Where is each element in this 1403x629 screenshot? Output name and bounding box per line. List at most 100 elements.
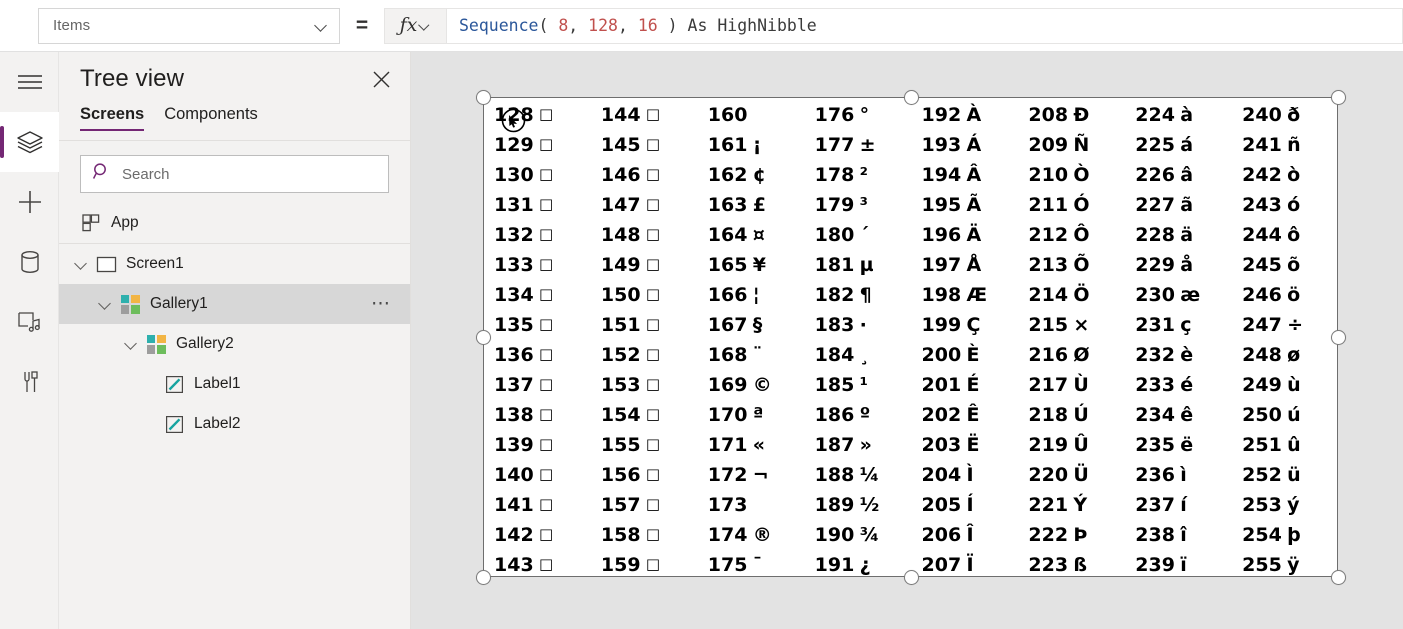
char-cell: 148 □ xyxy=(591,220,698,250)
tree-item-app[interactable]: App xyxy=(59,203,410,243)
tree-item-label2[interactable]: Label2 xyxy=(59,404,410,444)
char-code: 205 xyxy=(921,494,962,516)
char-code: 230 xyxy=(1135,284,1175,306)
char-cell: 216 Ø xyxy=(1018,340,1125,370)
tab-components[interactable]: Components xyxy=(164,105,258,123)
char-cell: 233 é xyxy=(1125,370,1232,400)
resize-handle-middle-left[interactable] xyxy=(476,330,491,345)
char-glyph: Ã xyxy=(966,194,982,216)
hamburger-menu-icon[interactable] xyxy=(0,52,59,112)
char-code: 249 xyxy=(1242,374,1282,396)
char-cell: 129 □ xyxy=(484,130,591,160)
char-code: 145 xyxy=(600,134,641,156)
char-code: 213 xyxy=(1028,254,1069,276)
tree-item-screen1[interactable]: Screen1 xyxy=(59,244,410,284)
char-cell: 198 Æ xyxy=(912,280,1019,310)
tree-view-icon[interactable] xyxy=(0,112,59,172)
media-icon[interactable] xyxy=(0,292,59,352)
char-cell: 248 ø xyxy=(1232,340,1339,370)
char-cell: 170 ª xyxy=(698,400,805,430)
char-cell: 215 × xyxy=(1018,310,1125,340)
char-glyph: □ xyxy=(539,315,554,333)
tree-item-gallery1[interactable]: Gallery1 ⋯ xyxy=(59,284,410,324)
char-cell: 172 ¬ xyxy=(698,460,805,490)
char-cell: 190 ¾ xyxy=(805,520,912,550)
char-code: 227 xyxy=(1135,194,1175,216)
char-glyph: ü xyxy=(1287,464,1301,486)
char-glyph: ä xyxy=(1180,224,1194,246)
char-code: 221 xyxy=(1028,494,1069,516)
char-glyph: ã xyxy=(1180,194,1194,216)
chevron-down-icon[interactable] xyxy=(97,295,115,313)
tree-item-label1[interactable]: Label1 xyxy=(59,364,410,404)
char-cell: 179 ³ xyxy=(805,190,912,220)
char-glyph: Ò xyxy=(1073,164,1090,186)
gallery-icon xyxy=(145,333,167,355)
char-glyph: þ xyxy=(1287,524,1301,546)
search-input[interactable]: Search xyxy=(80,155,389,193)
char-cell: 208 Ð xyxy=(1018,100,1125,130)
char-cell: 153 □ xyxy=(591,370,698,400)
char-code: 185 xyxy=(814,374,855,396)
chevron-down-icon[interactable] xyxy=(73,255,91,273)
property-dropdown[interactable]: Items xyxy=(38,7,340,44)
chevron-down-icon xyxy=(420,20,431,31)
resize-handle-top-left[interactable] xyxy=(476,90,491,105)
char-code: 151 xyxy=(600,314,641,336)
char-glyph: ® xyxy=(752,524,772,546)
resize-handle-top-center[interactable] xyxy=(904,90,919,105)
char-cell: 173 xyxy=(698,490,805,520)
char-code: 187 xyxy=(814,434,855,456)
char-cell: 228 ä xyxy=(1125,220,1232,250)
tab-screens[interactable]: Screens xyxy=(80,105,145,131)
resize-handle-top-right[interactable] xyxy=(1331,90,1346,105)
char-cell: 141 □ xyxy=(484,490,591,520)
fx-button[interactable]: ƒx xyxy=(384,7,446,44)
gallery1-selected-control[interactable]: 128 □ 129 □ 130 □ 131 □ 132 □ 133 □ 134 □ 135 □ 136 □ 137 □… xyxy=(476,90,1346,585)
resize-handle-middle-right[interactable] xyxy=(1331,330,1346,345)
char-code: 228 xyxy=(1135,224,1175,246)
char-code: 240 xyxy=(1242,104,1282,126)
formula-input[interactable]: Sequence( 8, 128, 16 ) As HighNibble xyxy=(446,7,1403,44)
close-icon[interactable] xyxy=(366,64,396,94)
advanced-tools-icon[interactable] xyxy=(0,352,59,412)
char-glyph: ú xyxy=(1287,404,1301,426)
tree-item-gallery2[interactable]: Gallery2 xyxy=(59,324,410,364)
chevron-down-icon[interactable] xyxy=(123,335,141,353)
char-glyph: Ì xyxy=(966,464,974,486)
char-code: 255 xyxy=(1242,554,1282,576)
overflow-menu-icon[interactable]: ⋯ xyxy=(371,293,392,315)
char-code: 146 xyxy=(600,164,641,186)
char-code: 210 xyxy=(1028,164,1069,186)
char-code: 222 xyxy=(1028,524,1069,546)
char-glyph: □ xyxy=(539,165,554,183)
char-glyph: ¼ xyxy=(859,464,880,486)
char-cell: 167 § xyxy=(698,310,805,340)
resize-handle-bottom-center[interactable] xyxy=(904,570,919,585)
insert-plus-icon[interactable] xyxy=(0,172,59,232)
resize-handle-bottom-right[interactable] xyxy=(1331,570,1346,585)
formula-token: 128 xyxy=(588,16,618,35)
char-cell: 168 ¨ xyxy=(698,340,805,370)
char-code: 202 xyxy=(921,404,962,426)
char-glyph: Å xyxy=(966,254,982,276)
char-glyph: □ xyxy=(645,165,661,183)
char-cell: 243 ó xyxy=(1232,190,1339,220)
char-cell: 237 í xyxy=(1125,490,1232,520)
char-code: 164 xyxy=(707,224,748,246)
char-code: 243 xyxy=(1242,194,1282,216)
char-glyph: Ü xyxy=(1073,464,1089,486)
char-cell: 253 ý xyxy=(1232,490,1339,520)
char-glyph: ¦ xyxy=(752,284,760,306)
char-code: 171 xyxy=(707,434,748,456)
char-code: 182 xyxy=(814,284,855,306)
resize-handle-bottom-left[interactable] xyxy=(476,570,491,585)
char-code: 136 xyxy=(494,344,534,366)
data-cylinder-icon[interactable] xyxy=(0,232,59,292)
char-glyph: ï xyxy=(1180,554,1187,576)
char-cell: 192 À xyxy=(912,100,1019,130)
formula-bar: Items = ƒx Sequence( 8, 128, 16 ) As Hig… xyxy=(0,0,1403,52)
char-cell: 133 □ xyxy=(484,250,591,280)
char-column: 160 161 ¡ 162 ¢ 163 £164 ¤ 165 ¥166 ¦ 167 § 168 ¨ 169 ©… xyxy=(698,98,805,580)
char-cell: 154 □ xyxy=(591,400,698,430)
